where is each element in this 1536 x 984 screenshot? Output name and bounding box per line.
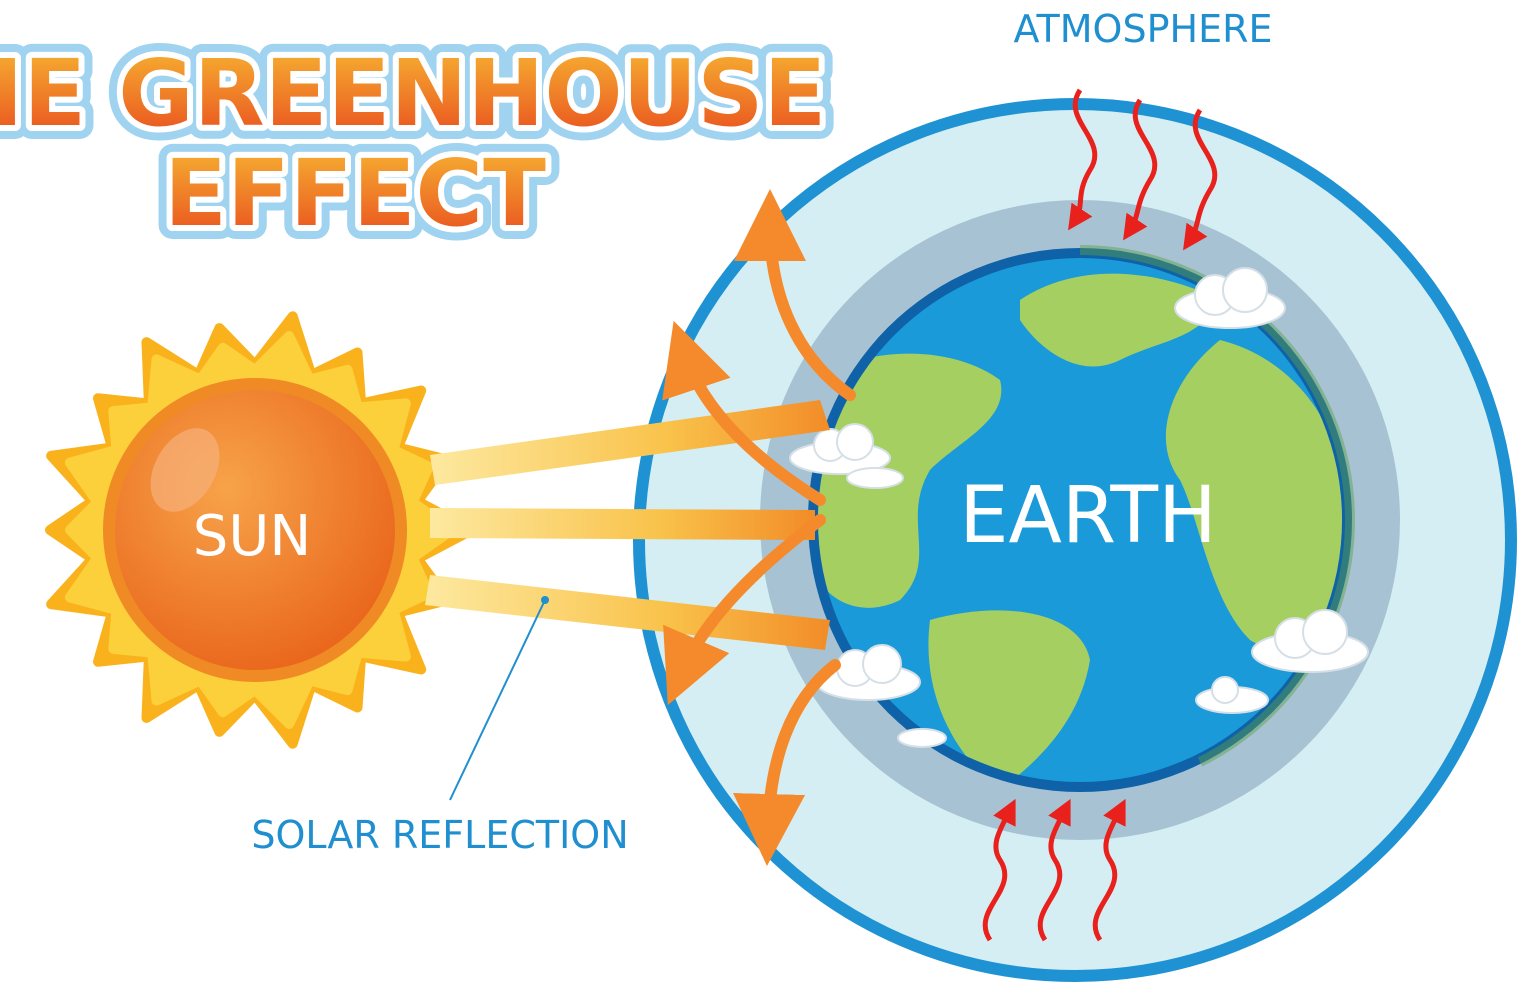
title-line: THE GREENHOUSE	[0, 40, 826, 147]
earth-label: EARTH	[959, 471, 1216, 561]
leader-line	[450, 600, 545, 800]
solar-reflection-label: SOLAR REFLECTION	[251, 813, 628, 857]
cloud	[898, 729, 946, 747]
atmosphere-label: ATMOSPHERE	[1014, 7, 1273, 51]
title-line: EFFECT	[164, 140, 546, 247]
sun-label: SUN	[193, 504, 311, 569]
page: THE GREENHOUSE THE GREENHOUSE EFFECT EFF…	[0, 0, 1536, 984]
leader-dot	[541, 596, 549, 604]
diagram: THE GREENHOUSE THE GREENHOUSE EFFECT EFF…	[0, 0, 1536, 984]
title: THE GREENHOUSE THE GREENHOUSE EFFECT EFF…	[0, 40, 826, 247]
beam	[430, 508, 815, 540]
